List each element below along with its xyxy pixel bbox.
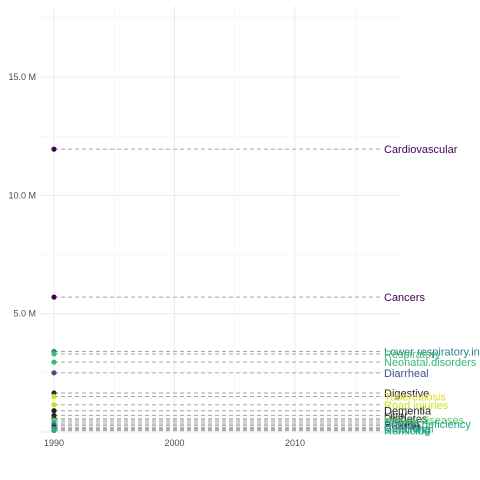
y-tick-label: 10.0 M [8,190,36,200]
data-point [51,359,57,365]
end-label: Digestive [384,388,429,400]
end-label: Neonatal.disorders [384,357,477,369]
end-label: Liver [384,410,408,422]
data-point [51,393,57,400]
data-point [51,427,57,434]
end-label: Cancers [384,292,425,304]
end-label: Drowning [384,425,430,437]
y-tick-label: 5.0 M [13,309,36,319]
end-label: Lower respiratory.in [384,347,480,359]
end-label: Nutritional [384,423,434,435]
end-label: Homicide [384,426,430,438]
axis-tick-labels: 1990 2000 2010 5.0 M 10.0 M 15.0 M [8,72,305,448]
end-label: Protein deficiency [384,419,471,431]
end-label: Respiratory [384,349,441,361]
x-tick-label: 2010 [285,438,305,448]
x-tick-label: 1990 [44,438,64,448]
end-label: Diarrheal [384,368,429,380]
end-label: Conflict [384,422,421,434]
end-label: Diabetes [384,414,428,426]
data-point [51,408,57,414]
end-labels: Cardiovascular Cancers Lower respiratory.i… [384,144,480,437]
end-label: Tuberculosis [384,392,446,404]
data-point [51,370,57,376]
end-label: Cardiovascular [384,144,458,156]
y-tick-label: 15.0 M [8,72,36,82]
guide-lines [54,148,380,432]
x-tick-label: 2000 [164,438,184,448]
data-point [51,402,57,408]
data-point [51,351,57,357]
end-label: Kidney diseases [384,415,465,427]
data-points [51,146,57,434]
end-label: Malaria [384,417,421,429]
data-point [51,146,57,152]
end-label: Road injuries [384,400,449,412]
end-label: Dementia [384,406,432,418]
data-point [51,294,57,300]
grid-lines [40,6,400,433]
end-label: Suicide [384,420,420,432]
